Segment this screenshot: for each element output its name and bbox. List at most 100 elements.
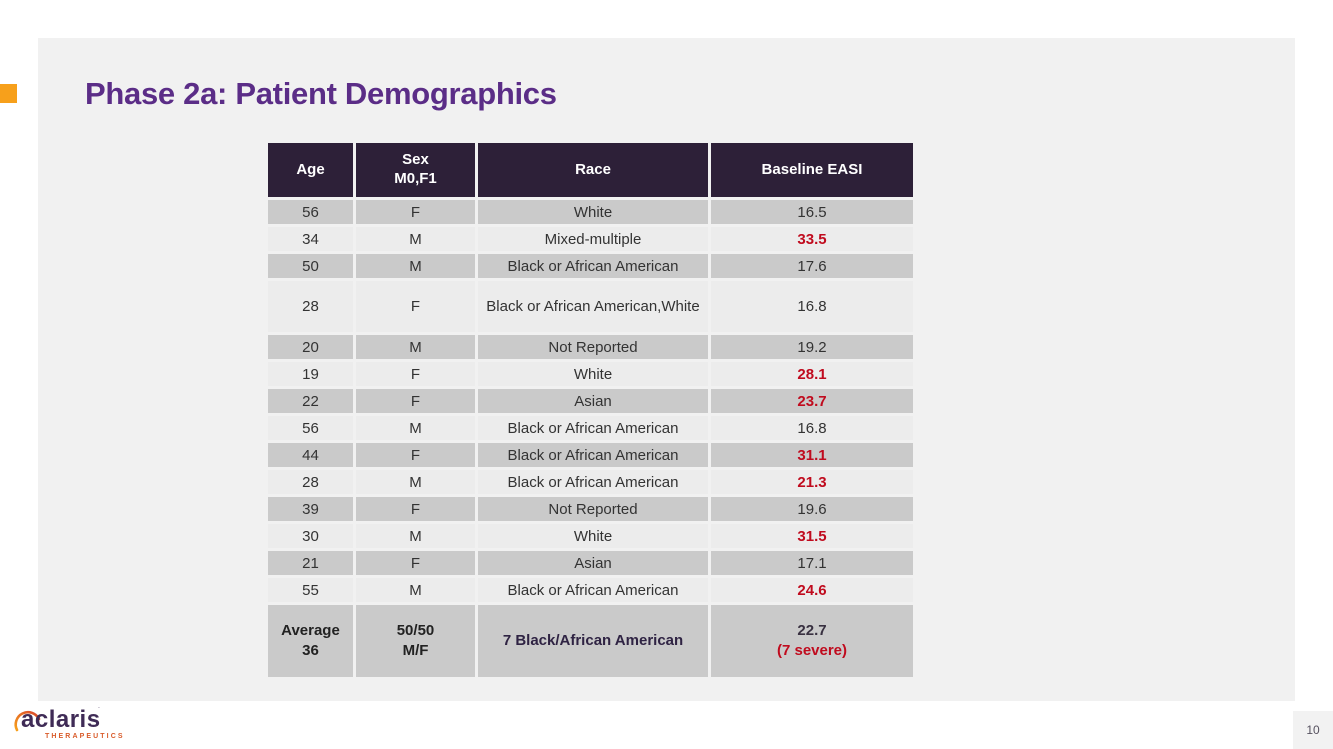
table-row: 56 F White 16.5 xyxy=(268,200,913,224)
cell-easi: 19.6 xyxy=(711,497,913,521)
cell-age: 19 xyxy=(268,362,353,386)
table-body: 56 F White 16.5 34 M Mixed-multiple 33.5 50 M Blac… xyxy=(268,200,913,602)
cell-race: Black or African American xyxy=(478,443,708,467)
logo-trademark-icon: ˙ xyxy=(98,706,101,715)
table-row: 30 M White 31.5 xyxy=(268,524,913,548)
cell-easi: 23.7 xyxy=(711,389,913,413)
summary-easi-note: (7 severe) xyxy=(776,642,848,659)
table-header-row: Age Sex M0,F1 Race Baseline EASI xyxy=(268,143,913,197)
cell-sex: F xyxy=(356,362,475,386)
aclaris-logo: aclaris ˙ THERAPEUTICS xyxy=(12,700,152,744)
table-row: 56 M Black or African American 16.8 xyxy=(268,416,913,440)
page-number: 10 xyxy=(1306,723,1320,737)
cell-age: 20 xyxy=(268,335,353,359)
cell-race: White xyxy=(478,200,708,224)
cell-sex: F xyxy=(356,389,475,413)
summary-easi: 22.7 (7 severe) xyxy=(711,605,913,677)
cell-race: Asian xyxy=(478,389,708,413)
table-row: 28 M Black or African American 21.3 xyxy=(268,470,913,494)
cell-sex: M xyxy=(356,227,475,251)
demographics-table: Age Sex M0,F1 Race Baseline EASI 56 F Whit… xyxy=(265,140,916,680)
table-row: 19 F White 28.1 xyxy=(268,362,913,386)
logo-subtext: THERAPEUTICS xyxy=(45,733,125,740)
table-row: 20 M Not Reported 19.2 xyxy=(268,335,913,359)
cell-sex: F xyxy=(356,200,475,224)
cell-age: 56 xyxy=(268,200,353,224)
cell-sex: M xyxy=(356,416,475,440)
table-row: 50 M Black or African American 17.6 xyxy=(268,254,913,278)
cell-race: Black or African American xyxy=(478,578,708,602)
cell-age: 39 xyxy=(268,497,353,521)
cell-sex: M xyxy=(356,335,475,359)
cell-age: 22 xyxy=(268,389,353,413)
cell-easi: 19.2 xyxy=(711,335,913,359)
cell-age: 30 xyxy=(268,524,353,548)
cell-age: 28 xyxy=(268,281,353,332)
summary-sex: 50/50 M/F xyxy=(356,605,475,677)
table-header: Age Sex M0,F1 Race Baseline EASI xyxy=(268,143,913,197)
accent-bar xyxy=(0,84,17,103)
summary-sex-ratio: 50/50 xyxy=(396,621,435,639)
logo-wordmark: aclaris xyxy=(21,706,101,733)
page-title: Phase 2a: Patient Demographics xyxy=(85,76,557,111)
cell-easi: 31.1 xyxy=(711,443,913,467)
table-row: 55 M Black or African American 24.6 xyxy=(268,578,913,602)
cell-sex: F xyxy=(356,551,475,575)
header-sex-line1: Sex xyxy=(402,151,429,169)
header-race: Race xyxy=(478,143,708,197)
table-row: 22 F Asian 23.7 xyxy=(268,389,913,413)
table-row: 44 F Black or African American 31.1 xyxy=(268,443,913,467)
summary-easi-value: 22.7 xyxy=(797,621,827,639)
cell-age: 34 xyxy=(268,227,353,251)
header-baseline-easi: Baseline EASI xyxy=(711,143,913,197)
cell-race: Asian xyxy=(478,551,708,575)
cell-race: Black or African American xyxy=(478,470,708,494)
table-footer: Average 36 50/50 M/F 7 Black/African Ame… xyxy=(268,605,913,677)
cell-easi: 24.6 xyxy=(711,578,913,602)
cell-age: 56 xyxy=(268,416,353,440)
cell-easi: 31.5 xyxy=(711,524,913,548)
cell-race: White xyxy=(478,524,708,548)
cell-easi: 33.5 xyxy=(711,227,913,251)
cell-sex: F xyxy=(356,443,475,467)
page-number-badge: 10 xyxy=(1293,711,1333,749)
cell-easi: 16.5 xyxy=(711,200,913,224)
cell-easi: 17.6 xyxy=(711,254,913,278)
table-row: 34 M Mixed-multiple 33.5 xyxy=(268,227,913,251)
header-sex-line2: M0,F1 xyxy=(394,170,437,187)
cell-easi: 16.8 xyxy=(711,416,913,440)
cell-easi: 28.1 xyxy=(711,362,913,386)
cell-sex: M xyxy=(356,578,475,602)
summary-race: 7 Black/African American xyxy=(478,605,708,677)
summary-age-label: Average xyxy=(281,621,340,639)
summary-age-value: 36 xyxy=(302,642,319,659)
cell-sex: M xyxy=(356,470,475,494)
cell-race: Black or African American xyxy=(478,416,708,440)
cell-race: Not Reported xyxy=(478,335,708,359)
cell-race: Black or African American xyxy=(478,254,708,278)
cell-sex: M xyxy=(356,254,475,278)
table-row: 39 F Not Reported 19.6 xyxy=(268,497,913,521)
table-row: 21 F Asian 17.1 xyxy=(268,551,913,575)
logo-arc-icon xyxy=(14,710,41,732)
summary-row: Average 36 50/50 M/F 7 Black/African Ame… xyxy=(268,605,913,677)
summary-sex-label: M/F xyxy=(402,642,429,659)
cell-sex: F xyxy=(356,281,475,332)
cell-easi: 16.8 xyxy=(711,281,913,332)
cell-age: 21 xyxy=(268,551,353,575)
header-sex: Sex M0,F1 xyxy=(356,143,475,197)
cell-sex: M xyxy=(356,524,475,548)
cell-race: Black or African American,White xyxy=(478,281,708,332)
cell-easi: 21.3 xyxy=(711,470,913,494)
cell-sex: F xyxy=(356,497,475,521)
cell-easi: 17.1 xyxy=(711,551,913,575)
summary-age: Average 36 xyxy=(268,605,353,677)
cell-age: 55 xyxy=(268,578,353,602)
cell-race: Mixed-multiple xyxy=(478,227,708,251)
cell-race: White xyxy=(478,362,708,386)
cell-age: 44 xyxy=(268,443,353,467)
cell-age: 28 xyxy=(268,470,353,494)
table-row: 28 F Black or African American,White 16.8 xyxy=(268,281,913,332)
header-age: Age xyxy=(268,143,353,197)
cell-race: Not Reported xyxy=(478,497,708,521)
